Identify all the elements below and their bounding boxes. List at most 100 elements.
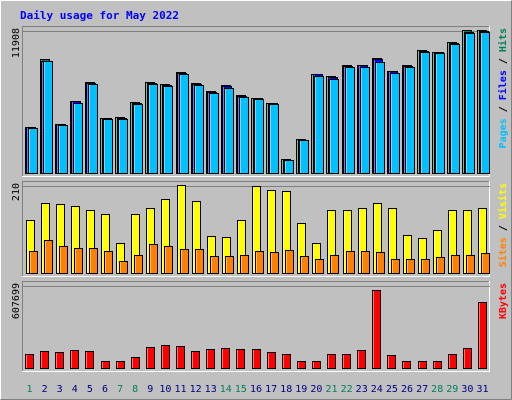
x-tick-label: 8 — [132, 384, 138, 395]
bar-sites — [210, 256, 219, 274]
x-tick-label: 5 — [87, 384, 93, 395]
x-tick-label: 11 — [174, 384, 186, 395]
bar-pages — [299, 140, 309, 174]
bar-kbytes — [282, 354, 291, 369]
chart-title: Daily usage for May 2022 — [20, 9, 179, 22]
bar-pages — [148, 84, 158, 174]
x-tick-label: 22 — [341, 384, 353, 395]
bar-pages — [390, 73, 400, 174]
x-tick-label: 18 — [280, 384, 292, 395]
bar-sites — [225, 256, 234, 274]
legend-label: Visits — [497, 183, 509, 219]
x-tick-label: 15 — [235, 384, 247, 395]
bar-sites — [119, 261, 128, 274]
x-tick-label: 1 — [26, 384, 32, 395]
bar-pages — [194, 85, 204, 174]
bar-kbytes — [402, 361, 411, 369]
legend-label: / — [498, 52, 509, 70]
bar-pages — [465, 33, 475, 174]
chart-panels: 11908 Pages / Files / Hits 210 Sites / Visi… — [11, 26, 509, 372]
bar-sites — [300, 256, 309, 274]
bar-pages — [345, 67, 355, 174]
bar-pages — [435, 53, 445, 174]
bar-kbytes — [433, 361, 442, 369]
x-tick-label: 23 — [356, 384, 368, 395]
bar-sites — [285, 250, 294, 274]
bar-pages — [133, 104, 143, 174]
panel-middle: 210 Sites / Visits — [11, 181, 509, 277]
bar-sites — [466, 255, 475, 274]
bar-sites — [104, 251, 113, 274]
bar-kbytes — [372, 290, 381, 369]
bar-sites — [29, 251, 38, 274]
x-tick-label: 21 — [325, 384, 337, 395]
bar-kbytes — [146, 347, 155, 369]
x-tick-label: 19 — [295, 384, 307, 395]
series-visits — [26, 185, 487, 274]
bar-sites — [44, 240, 53, 274]
x-tick-label: 16 — [250, 384, 262, 395]
bar-kbytes — [357, 350, 366, 369]
bar-sites — [59, 246, 68, 274]
bar-sites — [330, 255, 339, 274]
bar-kbytes — [478, 302, 487, 369]
bar-sites — [406, 259, 415, 274]
bar-sites — [149, 244, 158, 274]
x-tick-label: 28 — [431, 384, 443, 395]
bar-kbytes — [327, 354, 336, 369]
bar-sites — [134, 255, 143, 274]
x-tick-label: 3 — [57, 384, 63, 395]
bar-pages — [329, 79, 339, 174]
bar-kbytes — [297, 361, 306, 369]
panel-upper: 11908 Pages / Files / Hits — [11, 26, 509, 177]
bar-sites — [481, 253, 490, 274]
bar-kbytes — [161, 345, 170, 369]
bar-kbytes — [85, 351, 94, 369]
legend-label: Sites — [497, 237, 509, 267]
bar-kbytes — [463, 348, 472, 369]
x-tick-label: 2 — [42, 384, 48, 395]
x-tick-label: 4 — [72, 384, 78, 395]
bar-pages — [179, 74, 189, 174]
bar-pages — [480, 32, 490, 174]
bar-sites — [240, 255, 249, 274]
x-tick-label: 12 — [190, 384, 202, 395]
bar-pages — [209, 93, 219, 174]
bar-pages — [450, 44, 460, 174]
x-tick-label: 13 — [205, 384, 217, 395]
bar-pages — [224, 88, 234, 174]
bar-kbytes — [176, 346, 185, 369]
y-max-label: 210 — [11, 183, 22, 201]
x-tick-label: 27 — [416, 384, 428, 395]
bar-pages — [73, 103, 83, 174]
panel-lower: 607699 KBytes — [11, 281, 509, 372]
bar-kbytes — [70, 350, 79, 369]
series-legend: Pages / Files / Hits — [497, 28, 509, 148]
bar-sites — [89, 248, 98, 274]
bar-kbytes — [101, 361, 110, 369]
bar-pages — [269, 104, 279, 174]
x-tick-label: 6 — [102, 384, 108, 395]
x-tick-label: 10 — [159, 384, 171, 395]
bar-kbytes — [206, 349, 215, 369]
bar-sites — [346, 251, 355, 274]
y-max-label: 607699 — [11, 283, 22, 319]
bar-kbytes — [267, 352, 276, 369]
x-tick-label: 20 — [310, 384, 322, 395]
x-tick-label: 17 — [265, 384, 277, 395]
bar-kbytes — [25, 354, 34, 369]
bar-pages — [239, 97, 249, 174]
legend-label: Files — [497, 70, 509, 100]
bar-kbytes — [252, 349, 261, 369]
bar-kbytes — [55, 352, 64, 369]
bar-kbytes — [116, 361, 125, 369]
bar-pages — [28, 128, 38, 174]
bar-kbytes — [191, 351, 200, 369]
x-tick-label: 24 — [371, 384, 383, 395]
x-axis-labels: 1 2 3 4 5 6 7 8 9 10 11 12 13 14 15 16 17 18 19 20 21 22 23 24 2… — [26, 384, 488, 395]
series-legend: KBytes — [498, 283, 509, 319]
x-tick-label: 9 — [147, 384, 153, 395]
bar-sites — [376, 252, 385, 274]
bar-sites — [361, 251, 370, 274]
